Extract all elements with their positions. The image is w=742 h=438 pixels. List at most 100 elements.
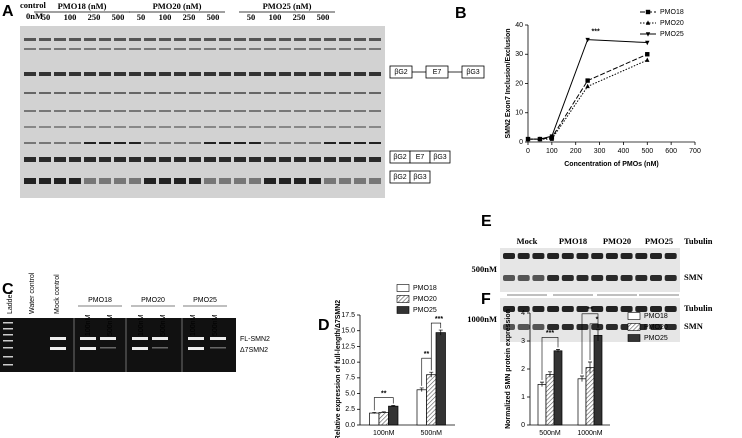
- gel-band: [174, 72, 186, 76]
- ladder-band: [3, 356, 13, 358]
- blot-band: [650, 253, 662, 259]
- gel-band: [324, 178, 336, 184]
- gel-band: [279, 157, 291, 162]
- gel-band: [279, 126, 291, 128]
- gel-band: [294, 142, 306, 144]
- blot-label: 500nM: [472, 264, 498, 274]
- bar: [545, 374, 555, 426]
- gel-label: 50: [137, 12, 146, 22]
- gel-band: [144, 126, 156, 128]
- gel-band: [144, 38, 156, 41]
- blot-band: [547, 306, 560, 312]
- gel-band: [50, 337, 66, 340]
- x-tick-label: 400: [618, 148, 630, 155]
- gel-band: [189, 92, 201, 94]
- ladder-band: [3, 334, 13, 336]
- gel-band: [39, 157, 51, 162]
- gel-band: [159, 142, 171, 144]
- error-bar: [429, 371, 434, 378]
- exon-box: [409, 170, 431, 184]
- gel-band: [144, 178, 156, 184]
- gel-band: [69, 178, 81, 184]
- blot-label: Tubulin: [684, 303, 713, 313]
- x-axis-label: Concentration of PMOs (nM): [564, 161, 659, 168]
- gel-band: [129, 142, 141, 144]
- gel-band: [234, 48, 246, 50]
- y-tick-label: 7.5: [345, 375, 355, 382]
- gel-band: [369, 92, 381, 94]
- error-bar: [596, 329, 600, 341]
- blot-band: [591, 275, 604, 281]
- exon-box: [461, 65, 485, 79]
- x-tick-label: 700: [689, 148, 701, 155]
- gel-band: [264, 110, 276, 112]
- gel-band: [24, 126, 36, 128]
- gel-band: [219, 110, 231, 112]
- gel-band: [309, 110, 321, 112]
- blot-label: SMN: [684, 321, 704, 331]
- x-tick-label: 300: [594, 148, 606, 155]
- gel-band: [204, 48, 216, 50]
- gel-band: [54, 142, 66, 144]
- gel-band: [39, 48, 51, 50]
- gel-band: [54, 72, 66, 76]
- gel-band: [99, 38, 111, 41]
- legend-marker: [645, 9, 651, 15]
- gel-band: [354, 178, 366, 184]
- gel-label: 100nM: [85, 314, 92, 336]
- exon-box: [429, 150, 451, 164]
- gel-band: [354, 92, 366, 94]
- gel-band: [152, 337, 168, 340]
- x-tick-label: 500: [641, 148, 653, 155]
- gel-band: [354, 157, 366, 162]
- bar: [553, 350, 563, 426]
- gel-band: [294, 126, 306, 128]
- gel-band: [339, 142, 351, 144]
- data-point: [549, 134, 555, 139]
- y-tick-label: 40: [515, 22, 523, 29]
- gel-band: [144, 142, 156, 144]
- gel-band: [114, 157, 126, 162]
- sig-bracket: [541, 337, 559, 381]
- gel-band: [54, 157, 66, 162]
- gel-band: [369, 126, 381, 128]
- gel-band: [279, 178, 291, 184]
- gel-band: [219, 126, 231, 128]
- gel-band: [69, 48, 81, 50]
- gel-band: [294, 48, 306, 50]
- legend-swatch: [627, 334, 641, 342]
- gel-band: [99, 110, 111, 112]
- bar: [378, 412, 389, 426]
- gel-band: [249, 72, 261, 76]
- gel-band: [84, 92, 96, 94]
- gel-band: [129, 126, 141, 128]
- y-tick-label: 1: [521, 394, 525, 401]
- data-point: [585, 78, 590, 83]
- legend-swatch: [396, 306, 410, 314]
- legend-swatch: [627, 312, 641, 320]
- bar: [585, 367, 595, 426]
- gel-band: [249, 48, 261, 50]
- gel-band: [219, 38, 231, 41]
- y-tick-label: 4: [521, 310, 525, 317]
- gel-band: [159, 72, 171, 76]
- blot-band: [503, 306, 515, 312]
- gel-band: [354, 48, 366, 50]
- blot-band: [503, 324, 515, 330]
- gel-band: [264, 92, 276, 94]
- gel-label: 100: [64, 12, 77, 22]
- y-tick-label: 15.0: [341, 328, 355, 335]
- gel-band: [189, 38, 201, 41]
- gel-band: [24, 157, 36, 162]
- bar: [593, 335, 603, 426]
- blot-band: [576, 306, 589, 312]
- gel-band: [54, 38, 66, 41]
- gel-band: [234, 178, 246, 184]
- legend-label: PMO20: [644, 324, 668, 331]
- ladder-band: [3, 322, 13, 324]
- gel-band: [354, 38, 366, 41]
- gel-band: [39, 178, 51, 184]
- gel-band: [219, 92, 231, 94]
- gel-band: [279, 142, 291, 144]
- gel-band: [189, 178, 201, 184]
